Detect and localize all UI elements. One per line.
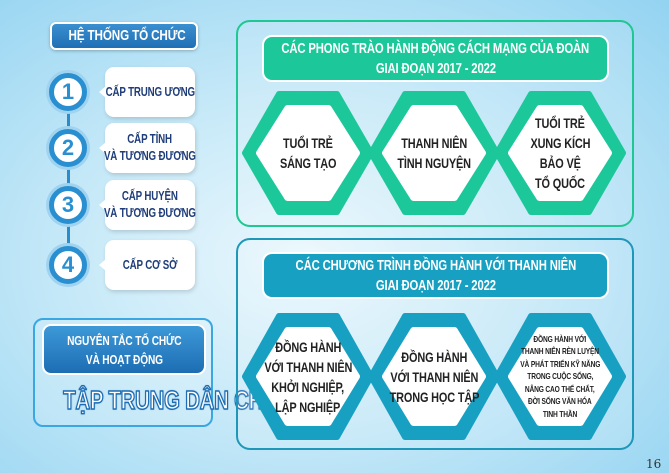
hexagon-text: ĐỒNG HÀNH VỚI THANH NIÊN TRONG HỌC TẬP: [387, 330, 481, 423]
hexagon-text-line: THANH NIÊN: [401, 135, 467, 151]
hexagon-programs-3: [494, 313, 626, 440]
timeline-line: [67, 95, 70, 265]
level-label-line: CẤP HUYỆN: [122, 189, 178, 203]
hexagon-text-line: VỚI THANH NIÊN: [390, 368, 478, 385]
hexagon-programs-2: [368, 313, 500, 440]
hexagon-text-line: LẬP NGHIỆP: [275, 398, 341, 415]
hexagon-movements-2: [368, 91, 500, 215]
hexagon-text-line: TRONG HỌC TẬP: [389, 388, 479, 405]
hexagon-text-line: ĐỒNG HÀNH VỚI: [533, 333, 587, 344]
page-number: 16: [646, 457, 662, 471]
hexagon-text: ĐỒNG HÀNH VỚI THANH NIÊN RÈN LUYỆN VÀ PHÁT…: [513, 330, 607, 423]
hexagon-text: TUỔI TRẺ SÁNG TẠO: [261, 108, 355, 198]
hexagon-text-line: TUỔI TRẺ: [283, 135, 333, 151]
hexagon-text-line: TUỔI TRẺ: [535, 115, 585, 131]
hexagon-text-line: TỔ QUỐC: [535, 175, 585, 191]
hexagon-text-line: KHỞI NGHIỆP,: [271, 378, 345, 395]
hexagon-text-line: SÁNG TẠO: [279, 155, 337, 171]
hexagon-text-line: ĐỒNG HÀNH: [401, 348, 467, 365]
hexagon-text-line: ĐỜI SỐNG VĂN HÓA: [528, 396, 592, 407]
level-label-line: CẤP CƠ SỞ: [122, 257, 178, 272]
hexagon-text-line: TÌNH NGUYỆN: [397, 155, 471, 171]
level-label-line: VÀ TƯƠNG ĐƯƠNG: [104, 206, 196, 220]
hexagon-text-line: TRONG CUỘC SỐNG,: [526, 371, 594, 382]
principle-heading: NGUYÊN TẮC TỔ CHỨC VÀ HOẠT ĐỘNG: [42, 324, 206, 375]
level-label-line: CẤP TRUNG ƯƠNG: [105, 84, 195, 99]
level-number-3: 3: [49, 186, 87, 224]
movements-title: CÁC PHONG TRÀO HÀNH ĐỘNG CÁCH MẠNG CỦA Đ…: [262, 35, 609, 82]
hexagon-text-line: NÂNG CAO THỂ CHẤT,: [525, 383, 595, 394]
hexagon-text-line: ĐỒNG HÀNH: [275, 338, 341, 355]
level-number-2: 2: [49, 129, 87, 167]
hexagon-text-line: TINH THẦN: [542, 408, 578, 419]
level-label-2: CẤP TỈNH VÀ TƯƠNG ĐƯƠNG: [99, 123, 196, 173]
hexagon-movements-3: [494, 91, 626, 215]
hexagon-text: TUỔI TRẺ XUNG KÍCH BẢO VỆ TỔ QUỐC: [513, 108, 607, 198]
level-label-4: CẤP CƠ SỞ: [99, 240, 195, 290]
hexagon-text-line: XUNG KÍCH: [530, 135, 590, 151]
hexagon-text-line: VÀ PHÁT TRIỂN KỸ NĂNG: [520, 358, 600, 369]
level-number-4: 4: [49, 246, 87, 284]
hexagon-text-line: BẢO VỆ: [539, 155, 581, 171]
level-label-1: CẤP TRUNG ƯƠNG: [99, 67, 195, 117]
level-label-line: VÀ TƯƠNG ĐƯƠNG: [104, 149, 196, 163]
hexagon-programs-1: [242, 313, 374, 440]
level-label-3: CẤP HUYỆN VÀ TƯƠNG ĐƯƠNG: [99, 180, 196, 230]
hexagon-text-line: THANH NIÊN RÈN LUYỆN: [521, 346, 599, 357]
principle-value: TẬP TRUNG DÂN CHỦ: [63, 384, 279, 416]
hexagon-movements-1: [242, 91, 374, 215]
hexagon-text-line: VỚI THANH NIÊN: [264, 358, 352, 375]
level-number-1: 1: [49, 73, 87, 111]
level-label-line: CẤP TỈNH: [127, 132, 173, 146]
hexagon-text: ĐỒNG HÀNH VỚI THANH NIÊN KHỞI NGHIỆP, LẬP N…: [261, 330, 355, 423]
programs-title: CÁC CHƯƠNG TRÌNH ĐỒNG HÀNH VỚI THANH NIÊ…: [262, 252, 609, 299]
hexagon-text: THANH NIÊN TÌNH NGUYỆN: [387, 108, 481, 198]
org-system-title: HỆ THỐNG TỔ CHỨC: [50, 22, 198, 50]
